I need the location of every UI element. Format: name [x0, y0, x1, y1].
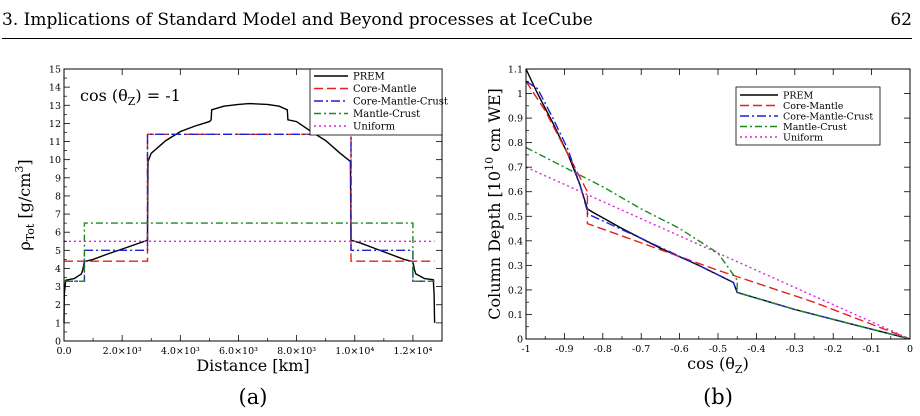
b-series-mantle-crust [525, 146, 911, 340]
b-xtick-label: -0.9 [555, 344, 573, 355]
b-ytick-label: 0.4 [508, 236, 523, 247]
b-xtick-label: -0.5 [709, 344, 727, 355]
a-legend-label: Uniform [353, 122, 396, 133]
b-ytick-label: 0.9 [508, 114, 523, 125]
b-series-uniform [525, 166, 911, 340]
page-number: 62 [890, 10, 912, 30]
b-xtick-label: -0.3 [786, 344, 804, 355]
b-xtick-label: -0.8 [594, 344, 612, 355]
a-ytick-label: 10 [49, 155, 61, 166]
plot-a-ylabel: ρTot [g/cm3] [13, 159, 37, 250]
a-ytick-label: 3 [55, 282, 61, 293]
a-ytick-label: 15 [49, 65, 61, 76]
b-xtick-label: -0.1 [862, 344, 880, 355]
a-ytick-label: 13 [49, 101, 61, 112]
a-series-mantle-crust [64, 222, 435, 282]
a-ytick-label: 5 [55, 246, 61, 257]
b-legend-label: Core-Mantle-Crust [783, 112, 873, 123]
b-ytick-label: 0.7 [508, 163, 523, 174]
a-legend-label: PREM [353, 72, 385, 83]
a-series-prem [63, 102, 436, 323]
b-legend-label: PREM [783, 91, 813, 102]
b-series-core-mantle-crust [525, 80, 911, 340]
a-ytick-label: 14 [49, 83, 61, 94]
a-ytick-label: 6 [55, 228, 61, 239]
plot-b-ylabel: Column Depth [1010 cm WE] [483, 88, 504, 320]
b-ytick-label: 0.5 [508, 212, 523, 223]
b-ytick-label: 1 [517, 89, 523, 100]
a-ytick-label: 9 [55, 173, 61, 184]
b-ytick-label: 0.6 [508, 187, 523, 198]
a-xtick-label: 1.0×10⁴ [335, 346, 374, 357]
b-xtick-label: -0.6 [670, 344, 688, 355]
b-ytick-label: 0 [517, 335, 523, 346]
page-header: 3. Implications of Standard Model and Be… [0, 0, 920, 40]
caption-b: (b) [703, 385, 733, 409]
a-ytick-label: 12 [49, 119, 61, 130]
b-ytick-label: 0.1 [508, 310, 523, 321]
a-ytick-label: 1 [55, 318, 61, 329]
b-ytick-label: 0.8 [508, 138, 523, 149]
plot-b-xlabel: cos (θZ) [687, 354, 749, 376]
a-ytick-label: 4 [55, 264, 61, 275]
b-legend-label: Mantle-Crust [783, 122, 847, 133]
a-xtick-label: 1.2×10⁴ [393, 346, 432, 357]
plot-a-annotation: cos (θZ) = -1 [80, 86, 181, 108]
plot-a-xlabel: Distance [km] [196, 356, 309, 375]
a-legend-label: Core-Mantle [353, 84, 417, 95]
caption-a: (a) [238, 385, 268, 409]
b-ytick-label: 0.3 [508, 261, 523, 272]
a-xtick-label: 8.0×10³ [277, 346, 316, 357]
a-legend-label: Core-Mantle-Crust [353, 97, 448, 108]
b-xtick-label: -0.2 [824, 344, 842, 355]
b-xtick-label: 0 [907, 344, 913, 355]
a-legend-label: Mantle-Crust [353, 109, 420, 120]
a-xtick-label: 0.0 [56, 346, 71, 357]
b-legend-label: Core-Mantle [783, 101, 844, 112]
b-xtick-label: -0.7 [632, 344, 650, 355]
a-series-core-mantle [64, 133, 435, 262]
a-xtick-label: 6.0×10³ [219, 346, 258, 357]
running-header-title: 3. Implications of Standard Model and Be… [2, 10, 593, 30]
a-ytick-label: 11 [49, 137, 61, 148]
b-ytick-label: 0.2 [508, 285, 523, 296]
a-ytick-label: 0 [55, 337, 61, 348]
b-legend-label: Uniform [783, 133, 823, 144]
b-ytick-label: 1.1 [508, 65, 523, 76]
a-ytick-label: 8 [55, 191, 61, 202]
a-ytick-label: 7 [55, 210, 61, 221]
header-rule [2, 38, 912, 39]
b-xtick-label: -1 [521, 344, 530, 355]
a-xtick-label: 4.0×10³ [161, 346, 200, 357]
b-series-core-mantle [525, 80, 911, 340]
a-xtick-label: 2.0×10³ [103, 346, 142, 357]
plot-b-legend: PREMCore-MantleCore-Mantle-CrustMantle-C… [735, 86, 881, 146]
b-xtick-label: -0.4 [747, 344, 765, 355]
a-ytick-label: 2 [55, 300, 61, 311]
